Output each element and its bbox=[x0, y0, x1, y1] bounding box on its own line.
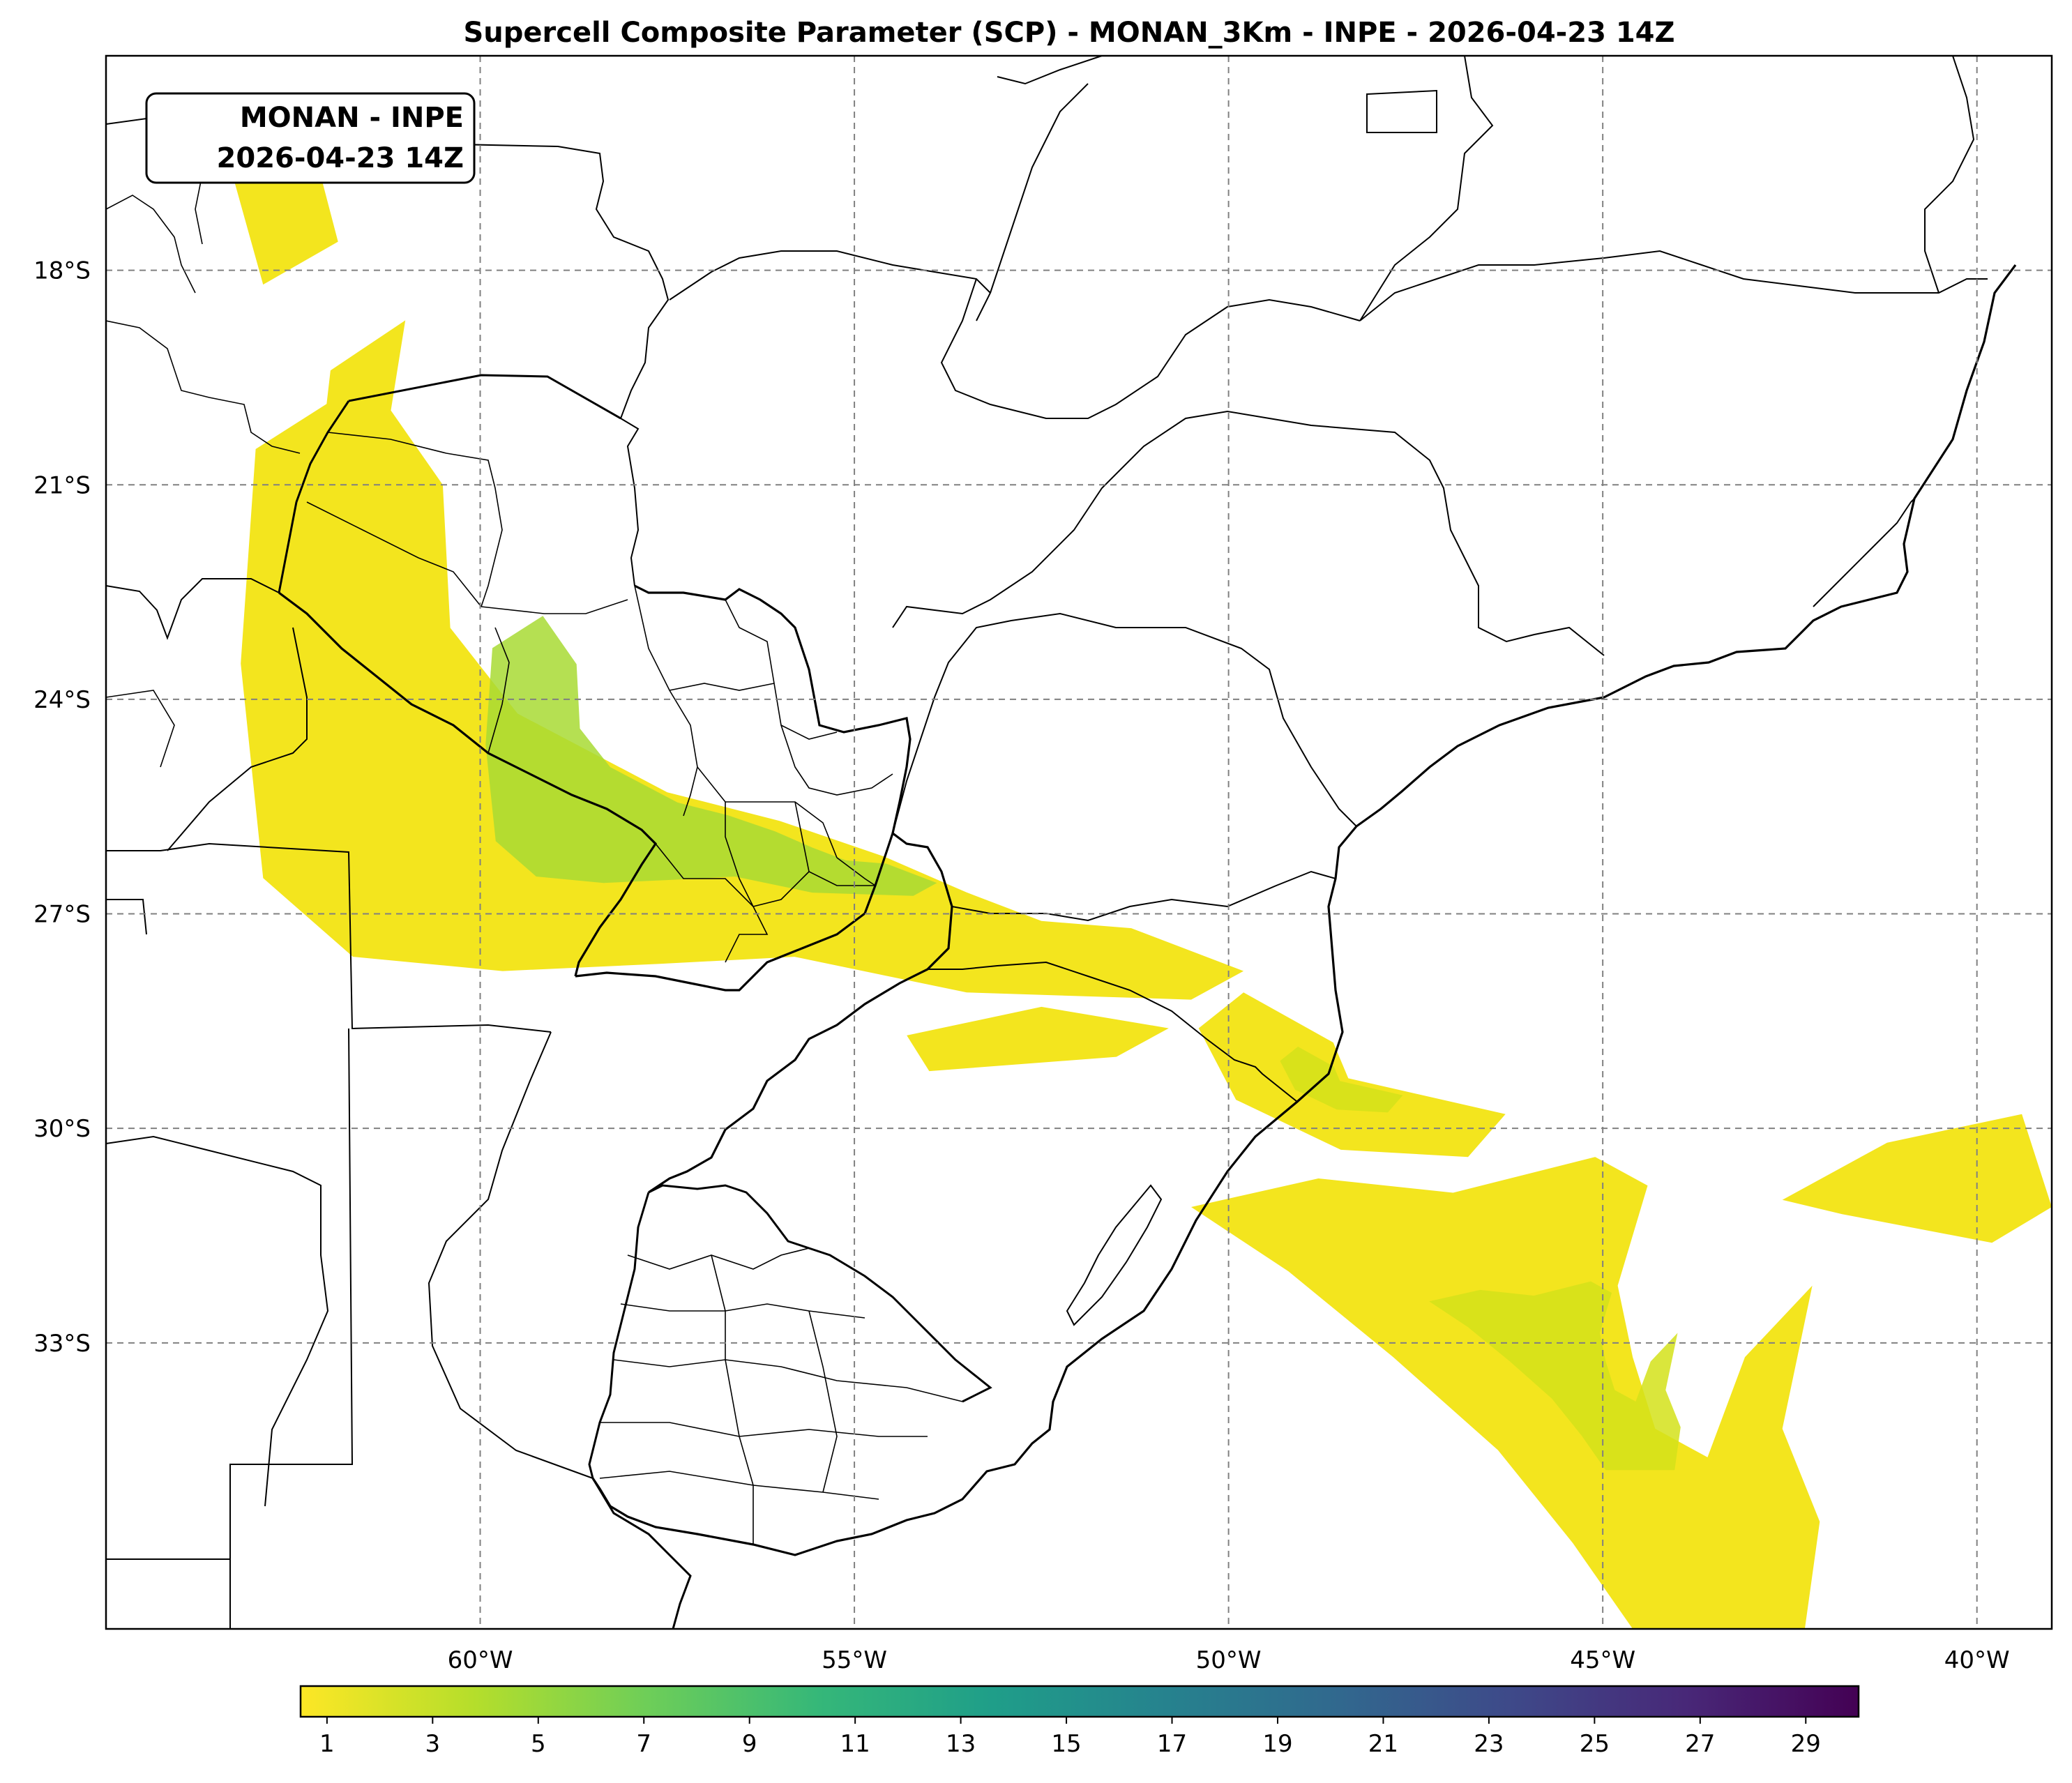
lon-label-1: 55°W bbox=[822, 1646, 887, 1674]
map-frame bbox=[105, 54, 2053, 1630]
scp-area-east-atlantic-cells bbox=[1782, 1114, 2052, 1243]
latitude-tick-labels: 18°S 21°S 24°S 27°S 30°S 33°S bbox=[33, 257, 91, 1358]
scp-area-atlantic-band bbox=[1191, 1157, 1820, 1629]
colorbar-tick-label-5: 11 bbox=[840, 1730, 870, 1758]
info-box-line1: MONAN - INPE bbox=[240, 102, 464, 134]
border-uruguay-argentina bbox=[588, 1192, 650, 1479]
lon-label-3: 45°W bbox=[1570, 1646, 1635, 1674]
colorbar-tick-label-2: 5 bbox=[531, 1730, 546, 1758]
figure-title: Supercell Composite Parameter (SCP) - MO… bbox=[463, 17, 1674, 49]
scp-area-rs-central-band bbox=[907, 1006, 1169, 1072]
province-border-argentina-4 bbox=[428, 1031, 593, 1479]
lat-label-5: 33°S bbox=[33, 1330, 91, 1358]
graticule bbox=[106, 56, 2052, 1629]
colorbar-gradient bbox=[299, 1685, 1860, 1718]
state-border-df bbox=[1366, 89, 1437, 133]
lon-label-2: 50°W bbox=[1196, 1646, 1262, 1674]
state-border-ba-mg bbox=[1359, 250, 1988, 321]
colorbar-tick-label-10: 21 bbox=[1368, 1730, 1398, 1758]
state-border-mg-ba-east bbox=[1924, 56, 1975, 294]
lat-label-4: 30°S bbox=[33, 1115, 91, 1143]
colorbar-tick-label-13: 27 bbox=[1685, 1730, 1715, 1758]
province-border-argentina-7 bbox=[106, 899, 147, 935]
colorbar-tick-label-9: 19 bbox=[1262, 1730, 1292, 1758]
colorbar-tick-label-6: 13 bbox=[946, 1730, 976, 1758]
border-paraguay-bolivia-west bbox=[278, 400, 350, 593]
state-border-go-ba bbox=[1359, 56, 1494, 321]
scp-area-paraguay-chaco-band bbox=[241, 377, 1244, 1000]
border-bolivia-argentina bbox=[106, 578, 280, 640]
river-plate-south-coast bbox=[591, 1478, 692, 1629]
scp-core-paraguay-chaco-band bbox=[485, 616, 937, 896]
scp-core-atlantic-band bbox=[1429, 1281, 1681, 1471]
scp-core-rs-coastal-cells bbox=[1280, 1047, 1403, 1113]
colorbar-tick-label-1: 3 bbox=[425, 1730, 441, 1758]
coastline bbox=[591, 264, 2017, 1556]
province-border-argentina-2 bbox=[229, 1028, 354, 1629]
paraguay-chaco-departments bbox=[306, 432, 628, 754]
state-border-go-mg bbox=[940, 278, 1361, 419]
province-border-argentina-1 bbox=[106, 842, 552, 1033]
colorbar-tick-label-3: 7 bbox=[636, 1730, 651, 1758]
province-border-argentina-6 bbox=[167, 627, 308, 851]
info-box-line2: 2026-04-23 14Z bbox=[217, 142, 464, 174]
longitude-tick-labels: 60°W 55°W 50°W 45°W 40°W bbox=[448, 1646, 2010, 1674]
province-border-argentina-3 bbox=[106, 1135, 329, 1507]
info-box: MONAN - INPE 2026-04-23 14Z bbox=[145, 92, 476, 184]
state-border-mg-sp bbox=[892, 410, 1605, 656]
state-border-sc-rs bbox=[928, 961, 1298, 1102]
border-paraguay-argentina bbox=[278, 591, 658, 977]
scp-area-mato-grosso-cell bbox=[323, 320, 406, 435]
state-border-pr-sc bbox=[951, 870, 1336, 922]
political-borders bbox=[106, 56, 2017, 1629]
border-bolivia-paraguay bbox=[348, 374, 621, 420]
info-box-frame bbox=[145, 92, 476, 184]
scp-field-layer bbox=[233, 155, 2052, 1629]
uruguay-departments bbox=[599, 1247, 963, 1545]
scp-area-north-bolivia-cells bbox=[233, 155, 338, 285]
colorbar-tick-label-4: 9 bbox=[742, 1730, 757, 1758]
colorbar-tick-label-14: 29 bbox=[1791, 1730, 1821, 1758]
colorbar-tick-label-0: 1 bbox=[319, 1730, 335, 1758]
paraguay-departments bbox=[634, 585, 893, 963]
lat-label-3: 27°S bbox=[33, 901, 91, 929]
state-border-mg-es-rj bbox=[1813, 498, 1915, 607]
lat-label-0: 18°S bbox=[33, 257, 91, 285]
colorbar-tick-label-8: 17 bbox=[1157, 1730, 1187, 1758]
bolivia-departments bbox=[106, 146, 301, 768]
colorbar-tick-label-11: 23 bbox=[1474, 1730, 1504, 1758]
colorbar-tick-label-7: 15 bbox=[1051, 1730, 1081, 1758]
lon-label-0: 60°W bbox=[448, 1646, 513, 1674]
scp-area-rs-coastal-cells bbox=[1198, 992, 1506, 1158]
lat-label-2: 24°S bbox=[33, 686, 91, 714]
lagoa-dos-patos bbox=[1066, 1184, 1163, 1326]
colorbar: 1 3 5 7 9 11 13 15 17 19 21 23 25 27 29 bbox=[299, 1685, 1860, 1758]
lat-label-1: 21°S bbox=[33, 471, 91, 499]
state-border-ms-go bbox=[669, 250, 992, 321]
colorbar-ticks: 1 3 5 7 9 11 13 15 17 19 21 23 25 27 29 bbox=[319, 1717, 1821, 1758]
state-border-mt-go-north bbox=[990, 56, 1103, 294]
lon-label-4: 40°W bbox=[1944, 1646, 2010, 1674]
colorbar-tick-label-12: 25 bbox=[1580, 1730, 1610, 1758]
border-argentina-brazil-misiones bbox=[575, 831, 953, 1194]
state-border-ms-sp-mg bbox=[892, 612, 1357, 834]
border-paraguay-brazil bbox=[634, 584, 912, 834]
